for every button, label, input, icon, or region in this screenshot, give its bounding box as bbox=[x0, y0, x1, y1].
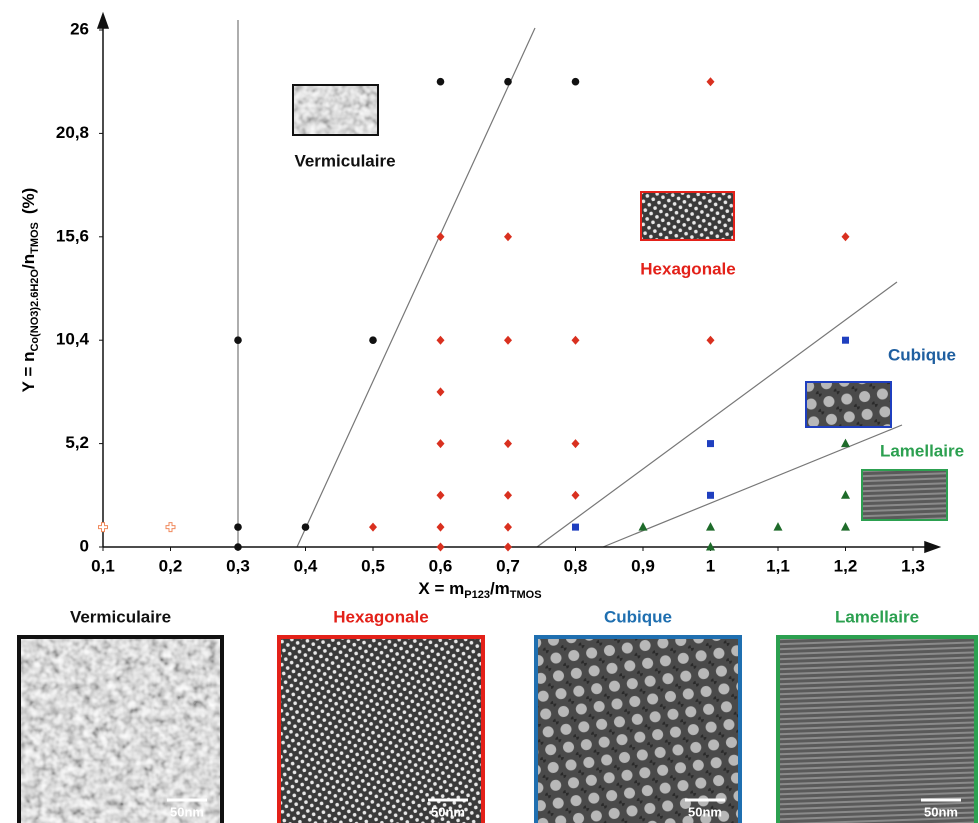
y-tick-label: 15,6 bbox=[56, 226, 89, 245]
point bbox=[504, 523, 512, 532]
panel-title: Cubique bbox=[604, 607, 672, 626]
label-part: (%) bbox=[19, 188, 38, 214]
point bbox=[437, 523, 445, 532]
x-tick-label: 0,4 bbox=[294, 556, 318, 575]
panel-title: Lamellaire bbox=[835, 607, 919, 626]
label-part: Y = n bbox=[19, 352, 38, 393]
x-tick-label: 0,1 bbox=[91, 556, 115, 575]
y-tick-label: 26 bbox=[70, 19, 89, 38]
point bbox=[572, 78, 580, 86]
x-axis-label: X = mP123/mTMOS bbox=[418, 579, 541, 600]
subscript: TMOS bbox=[510, 589, 542, 601]
point bbox=[369, 523, 377, 532]
point bbox=[706, 522, 715, 531]
y-axis-arrow bbox=[98, 14, 108, 28]
x-tick-label: 1 bbox=[706, 556, 715, 575]
label-part: X = m bbox=[418, 579, 464, 598]
panel-image bbox=[279, 637, 483, 823]
x-tick-label: 0,8 bbox=[564, 556, 588, 575]
point bbox=[166, 523, 175, 532]
point bbox=[99, 523, 108, 532]
point bbox=[504, 439, 512, 448]
panel-title: Hexagonale bbox=[333, 607, 428, 626]
point bbox=[572, 491, 580, 500]
x-tick-label: 0,9 bbox=[631, 556, 655, 575]
x-tick-label: 1,2 bbox=[834, 556, 858, 575]
point bbox=[369, 336, 377, 344]
point bbox=[234, 336, 242, 344]
point bbox=[841, 490, 850, 499]
x-tick-label: 1,1 bbox=[766, 556, 790, 575]
point bbox=[504, 491, 512, 500]
scale-label: 50nm bbox=[170, 804, 204, 819]
y-tick-label: 20,8 bbox=[56, 123, 89, 142]
phase-label: Vermiculaire bbox=[294, 151, 395, 170]
phase-label: Hexagonale bbox=[640, 259, 735, 278]
point bbox=[707, 440, 714, 447]
y-tick-label: 0 bbox=[80, 536, 89, 555]
x-tick-label: 0,5 bbox=[361, 556, 385, 575]
point bbox=[841, 522, 850, 531]
point bbox=[504, 336, 512, 345]
point bbox=[437, 491, 445, 500]
point bbox=[302, 523, 310, 531]
figure: 0,1 0,2 0,3 0,4 0,5 0,6 0,7 0,8 0,9 1 1,1 1,2 1,3 0 5,… bbox=[0, 0, 979, 823]
point bbox=[841, 439, 850, 448]
panel-images bbox=[19, 637, 976, 823]
scale-label: 50nm bbox=[688, 804, 722, 819]
page: 0,1 0,2 0,3 0,4 0,5 0,6 0,7 0,8 0,9 1 1,1 1,2 1,3 0 5,… bbox=[0, 0, 979, 823]
point bbox=[842, 337, 849, 344]
x-axis-arrow bbox=[925, 542, 939, 552]
point bbox=[437, 336, 445, 345]
panel-title: Vermiculaire bbox=[70, 607, 171, 626]
point bbox=[639, 522, 648, 531]
point bbox=[707, 77, 715, 86]
phase-label: Lamellaire bbox=[880, 441, 964, 460]
scale-label: 50nm bbox=[924, 804, 958, 819]
point bbox=[572, 439, 580, 448]
label-part: /m bbox=[490, 579, 510, 598]
axes bbox=[98, 14, 939, 552]
x-tick-label: 0,6 bbox=[429, 556, 453, 575]
point bbox=[234, 543, 242, 551]
scale-label: 50nm bbox=[431, 804, 465, 819]
inset-image bbox=[641, 192, 734, 240]
point bbox=[842, 232, 850, 241]
inset-image bbox=[862, 470, 947, 520]
panel-image bbox=[19, 637, 222, 823]
y-axis-label: Y = nCo(NO3)2.6H2O/nTMOS (%) bbox=[19, 188, 40, 393]
point bbox=[437, 78, 445, 86]
point bbox=[707, 336, 715, 345]
point bbox=[707, 492, 714, 499]
point bbox=[437, 439, 445, 448]
point bbox=[437, 543, 445, 552]
inset-image bbox=[293, 85, 378, 135]
point bbox=[234, 523, 242, 531]
point bbox=[774, 522, 783, 531]
point bbox=[572, 524, 579, 531]
x-tick-label: 1,3 bbox=[901, 556, 925, 575]
x-tick-label: 0,3 bbox=[226, 556, 250, 575]
panel-image bbox=[778, 637, 976, 823]
insets bbox=[293, 85, 947, 520]
point bbox=[437, 387, 445, 396]
label-part: /n bbox=[19, 254, 38, 269]
point bbox=[504, 232, 512, 241]
y-tick-label: 5,2 bbox=[65, 433, 89, 452]
point bbox=[504, 543, 512, 552]
x-tick-label: 0,7 bbox=[496, 556, 520, 575]
subscript: Co(NO3)2.6H2O bbox=[29, 269, 41, 352]
subscript: TMOS bbox=[29, 222, 41, 254]
panel-image bbox=[536, 637, 740, 823]
inset-image bbox=[806, 382, 891, 427]
phase-label: Cubique bbox=[888, 345, 956, 364]
x-tick-label: 0,2 bbox=[159, 556, 183, 575]
boundary-line bbox=[603, 425, 902, 547]
point bbox=[572, 336, 580, 345]
point bbox=[504, 78, 512, 86]
subscript: P123 bbox=[464, 589, 490, 601]
y-tick-label: 10,4 bbox=[56, 330, 90, 349]
